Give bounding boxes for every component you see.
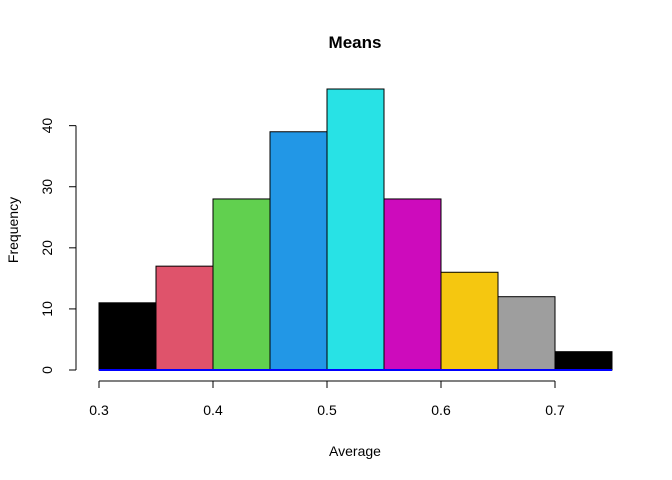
x-tick-label: 0.4 bbox=[203, 402, 223, 418]
histogram-bar bbox=[497, 296, 556, 371]
x-tick-label: 0.5 bbox=[317, 402, 337, 418]
histogram-bar bbox=[326, 88, 385, 371]
histogram-bar bbox=[383, 198, 442, 371]
y-tick-label: 30 bbox=[39, 179, 55, 195]
x-axis-label: Average bbox=[329, 443, 381, 459]
y-tick-label: 10 bbox=[39, 301, 55, 317]
histogram-bar bbox=[440, 271, 499, 371]
x-tick-label: 0.7 bbox=[545, 402, 565, 418]
x-tick-label: 0.6 bbox=[431, 402, 451, 418]
histogram-bar bbox=[98, 302, 157, 371]
histogram-bar bbox=[155, 265, 214, 371]
x-axis: 0.3 0.4 0.5 0.6 0.7 bbox=[89, 380, 565, 418]
y-tick-label: 40 bbox=[39, 118, 55, 134]
bars-group bbox=[98, 88, 613, 371]
histogram-bar bbox=[212, 198, 271, 371]
histogram-bar bbox=[554, 351, 613, 371]
y-tick-label: 20 bbox=[39, 240, 55, 256]
x-tick-label: 0.3 bbox=[89, 402, 109, 418]
y-axis: 0 10 20 30 40 bbox=[39, 118, 77, 374]
histogram-bar bbox=[269, 131, 328, 371]
y-tick-label: 0 bbox=[39, 366, 55, 374]
chart-title: Means bbox=[329, 33, 382, 52]
y-axis-label: Frequency bbox=[5, 197, 21, 263]
